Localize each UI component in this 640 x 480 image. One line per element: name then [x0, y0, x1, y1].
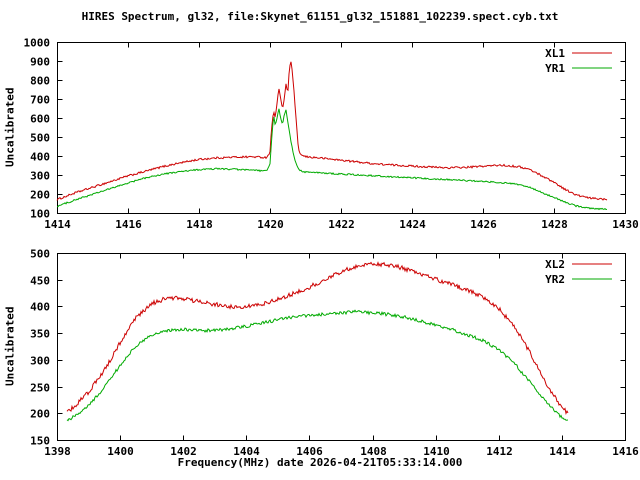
x-tick-label: 1414: [44, 218, 71, 231]
axes: 1414 1416 1418 1420 1422 1424 1426 1428 1430 100 2…: [24, 37, 639, 232]
series-line-XL2: [66, 261, 569, 416]
axes: 1398 1400 1402 1404 1406 1408 1410 1412 1414 1416…: [30, 248, 639, 459]
legend-label-XL2: XL2: [545, 258, 565, 271]
legend-label-XL1: XL1: [545, 47, 565, 60]
x-tick-label: 1404: [233, 445, 260, 458]
y-tick-label: 600: [30, 113, 50, 126]
x-tick-label: 1400: [107, 445, 134, 458]
y-tick-label: 900: [30, 56, 50, 69]
y-tick-label: 400: [30, 301, 50, 314]
y-tick-label: 200: [30, 189, 50, 202]
x-tick-label: 1416: [612, 445, 639, 458]
x-axis-label: Frequency(MHz) date 2026-04-21T05:33:14.…: [177, 456, 463, 469]
y-tick-label: 500: [30, 132, 50, 145]
y-tick-label: 400: [30, 151, 50, 164]
y-tick-label: 1000: [24, 37, 51, 50]
plot-border: [57, 42, 626, 214]
x-tick-label: 1424: [399, 218, 426, 231]
x-tick-label: 1402: [170, 445, 197, 458]
x-tick-label: 1426: [470, 218, 497, 231]
x-tick-label: 1416: [115, 218, 142, 231]
y-tick-label: 700: [30, 94, 50, 107]
x-tick-label: 1408: [360, 445, 387, 458]
y-tick-label: 500: [30, 248, 50, 261]
y-tick-label: 450: [30, 275, 50, 288]
y-tick-label: 350: [30, 328, 50, 341]
series-line-XL1: [56, 61, 608, 201]
x-tick-label: 1430: [612, 218, 639, 231]
y-tick-label: 250: [30, 382, 50, 395]
y-tick-label: 800: [30, 75, 50, 88]
legend-label-YR1: YR1: [545, 62, 565, 75]
y-tick-label: 200: [30, 408, 50, 421]
x-tick-label: 1410: [423, 445, 450, 458]
x-tick-label: 1406: [296, 445, 323, 458]
y-tick-label: 150: [30, 435, 50, 448]
bottom-chart: 1398 1400 1402 1404 1406 1408 1410 1412 1414 1416…: [30, 248, 639, 459]
x-tick-label: 1414: [549, 445, 576, 458]
x-tick-label: 1418: [186, 218, 213, 231]
y-tick-label: 300: [30, 170, 50, 183]
chart-title: HIRES Spectrum, gl32, file:Skynet_61151_…: [81, 10, 559, 23]
plot-border: [57, 253, 626, 441]
x-tick-label: 1428: [541, 218, 568, 231]
x-tick-label: 1422: [328, 218, 355, 231]
x-tick-label: 1420: [257, 218, 284, 231]
x-tick-label: 1412: [486, 445, 513, 458]
top-chart: 1414 1416 1418 1420 1422 1424 1426 1428 1430 100 2…: [24, 37, 639, 232]
series-line-YR1: [57, 108, 608, 211]
y-tick-label: 100: [30, 208, 50, 221]
y-tick-label: 300: [30, 355, 50, 368]
series-line-YR2: [66, 309, 569, 422]
legend-label-YR2: YR2: [545, 273, 565, 286]
x-tick-label: 1398: [44, 445, 71, 458]
